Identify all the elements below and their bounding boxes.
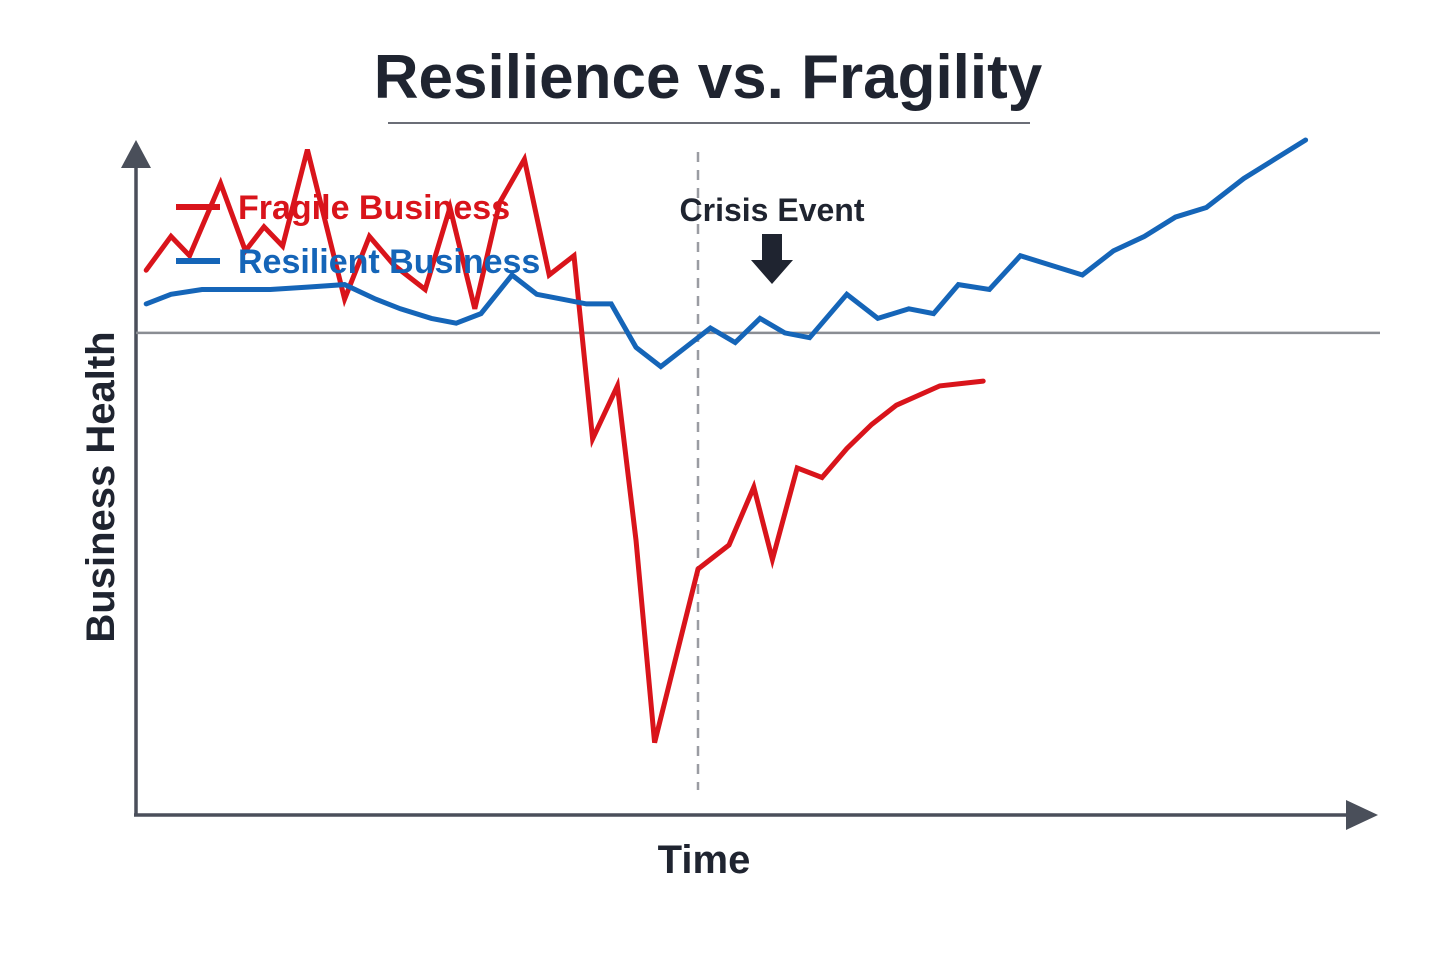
crisis-event-arrow-icon [751, 234, 793, 284]
x-axis-label: Time [658, 838, 751, 882]
legend-label-fragile-business: Fragile Business [238, 189, 510, 227]
legend: Fragile Business Resilient Business [176, 189, 540, 281]
x-axis-arrow [1346, 800, 1378, 830]
legend-label-resilient-business: Resilient Business [238, 243, 540, 281]
y-axis-arrow [121, 140, 151, 168]
series-line-resilient-business [143, 137, 1309, 370]
crisis-event-label: Crisis Event [680, 192, 865, 228]
plot-area [136, 137, 1380, 790]
annotations: Crisis Event [680, 192, 865, 284]
series-line-fragile-business [143, 148, 986, 744]
y-axis-label: Business Health [79, 331, 123, 642]
chart-title: Resilience vs. Fragility [374, 43, 1043, 112]
